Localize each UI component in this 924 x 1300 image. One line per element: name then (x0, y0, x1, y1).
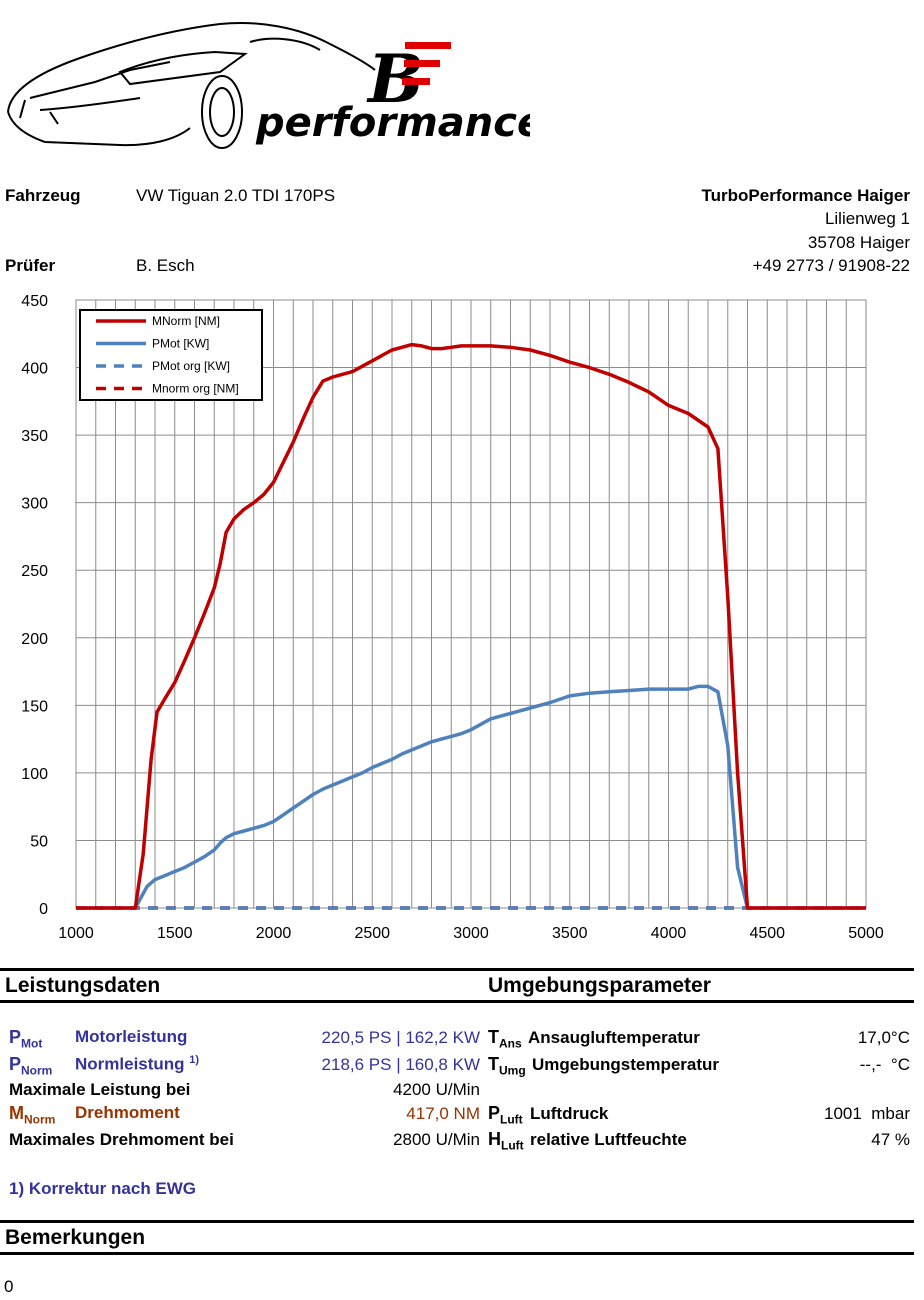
series-line-mnorm-nm (76, 342, 866, 910)
tans-value: 17,0°C (857, 1028, 910, 1047)
y-tick-label: 450 (21, 293, 48, 310)
y-tick-label: 200 (21, 631, 48, 648)
chart-legend: MNorm [NM] PMot [KW] PMot org [KW] Mnorm or… (79, 309, 263, 401)
brand-logo: B performance (7, 21, 530, 149)
x-tick-label: 4000 (651, 925, 687, 942)
pmot-symbol: PMot (9, 1027, 43, 1051)
series-line-pmot-kw (76, 684, 866, 910)
pluft-symbol: PLuft (488, 1103, 523, 1127)
tans-symbol: TAns (488, 1027, 522, 1051)
x-tick-label: 5000 (848, 925, 884, 942)
pluft-label: Luftdruck (530, 1104, 609, 1123)
legend-box (79, 309, 263, 401)
x-tick-label: 1500 (157, 925, 193, 942)
legend-label: Mnorm org [NM] (152, 382, 239, 396)
pnorm-value: 218,6 PS | 160,8 KW (321, 1055, 480, 1074)
y-tick-label: 150 (21, 698, 48, 715)
footnote: 1) Korrektur nach EWG (9, 1179, 197, 1198)
tans-label: Ansaugluftemperatur (528, 1028, 700, 1047)
pmot-label: Motorleistung (75, 1027, 188, 1046)
tumg-label: Umgebungstemperatur (532, 1055, 720, 1074)
max-power-value: 4200 U/Min (393, 1080, 480, 1099)
environment-title: Umgebungsparameter (488, 974, 711, 997)
tester-label: Prüfer (5, 256, 56, 275)
vehicle-value: VW Tiguan 2.0 TDI 170PS (136, 186, 336, 205)
divider (0, 1000, 914, 1003)
hluft-symbol: HLuft (488, 1129, 524, 1153)
company-city: 35708 Haiger (807, 233, 910, 252)
pluft-value: 1001 mbar (824, 1104, 910, 1123)
y-tick-label: 350 (21, 428, 48, 445)
y-tick-label: 100 (21, 766, 48, 783)
y-tick-label: 0 (39, 901, 48, 918)
pnorm-label: Normleistung 1) (75, 1054, 200, 1074)
tumg-symbol: TUmg (488, 1054, 526, 1078)
dyno-chart: 0 50 100 150 200 250 300 350 400 450 1000 1500 2000 2… (21, 293, 884, 942)
x-tick-label: 3500 (552, 925, 588, 942)
x-tick-label: 2000 (256, 925, 292, 942)
y-tick-label: 400 (21, 361, 48, 378)
hluft-label: relative Luftfeuchte (530, 1130, 687, 1149)
tester-value: B. Esch (136, 256, 195, 275)
company-phone: +49 2773 / 91908-22 (752, 256, 910, 275)
max-power-label: Maximale Leistung bei (9, 1080, 191, 1099)
company-street: Lilienweg 1 (824, 209, 910, 228)
y-tick-label: 250 (21, 563, 48, 580)
car-silhouette-icon (7, 21, 376, 149)
remarks-text: 0 (4, 1277, 14, 1296)
pmot-value: 220,5 PS | 162,2 KW (321, 1028, 480, 1047)
y-tick-label: 300 (21, 496, 48, 513)
y-tick-label: 50 (30, 833, 48, 850)
legend-label: MNorm [NM] (152, 314, 220, 328)
max-torque-label: Maximales Drehmoment bei (9, 1130, 234, 1149)
divider (0, 968, 914, 971)
x-tick-label: 1000 (58, 925, 94, 942)
divider (0, 1220, 914, 1223)
hluft-value: 47 % (871, 1130, 910, 1149)
brand-name: performance (255, 100, 530, 146)
legend-label: PMot org [KW] (152, 359, 230, 373)
max-torque-value: 2800 U/Min (393, 1130, 480, 1149)
company-name: TurboPerformance Haiger (701, 186, 910, 205)
brand-mark-icon: B (366, 40, 451, 118)
divider (0, 1252, 914, 1255)
legend-label: PMot [KW] (152, 337, 209, 351)
mnorm-symbol: MNorm (9, 1103, 56, 1127)
vehicle-label: Fahrzeug (5, 186, 81, 205)
performance-title: Leistungsdaten (5, 974, 161, 997)
x-tick-label: 3000 (453, 925, 489, 942)
mnorm-label: Drehmoment (75, 1103, 180, 1122)
pnorm-symbol: PNorm (9, 1054, 53, 1078)
tumg-value: --,- °C (859, 1055, 910, 1074)
mnorm-value: 417,0 NM (406, 1104, 480, 1123)
remarks-title: Bemerkungen (5, 1226, 146, 1249)
x-tick-label: 2500 (354, 925, 390, 942)
x-tick-label: 4500 (749, 925, 785, 942)
